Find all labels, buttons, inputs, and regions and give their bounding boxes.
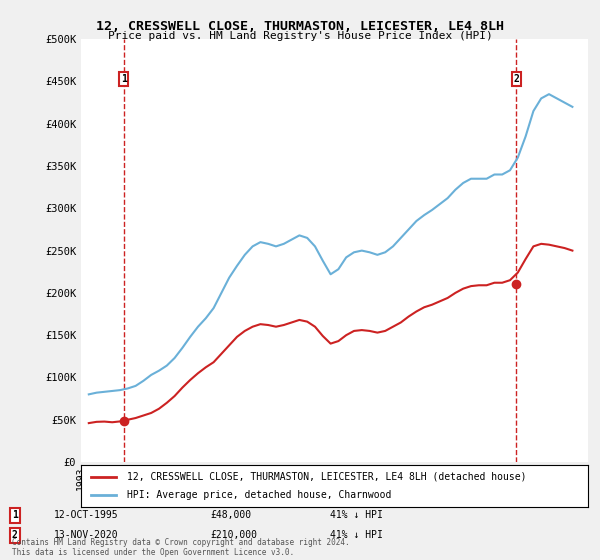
Text: HPI: Average price, detached house, Charnwood: HPI: Average price, detached house, Char… (127, 490, 391, 500)
Text: 12, CRESSWELL CLOSE, THURMASTON, LEICESTER, LE4 8LH: 12, CRESSWELL CLOSE, THURMASTON, LEICEST… (96, 20, 504, 32)
Text: 1: 1 (12, 510, 18, 520)
Text: 12-OCT-1995: 12-OCT-1995 (54, 510, 119, 520)
Text: 41% ↓ HPI: 41% ↓ HPI (330, 530, 383, 540)
Text: £48,000: £48,000 (210, 510, 251, 520)
Text: 13-NOV-2020: 13-NOV-2020 (54, 530, 119, 540)
Text: £210,000: £210,000 (210, 530, 257, 540)
Text: 2: 2 (12, 530, 18, 540)
Text: Price paid vs. HM Land Registry's House Price Index (HPI): Price paid vs. HM Land Registry's House … (107, 31, 493, 41)
Text: 41% ↓ HPI: 41% ↓ HPI (330, 510, 383, 520)
Text: Contains HM Land Registry data © Crown copyright and database right 2024.
This d: Contains HM Land Registry data © Crown c… (12, 538, 350, 557)
Text: 12, CRESSWELL CLOSE, THURMASTON, LEICESTER, LE4 8LH (detached house): 12, CRESSWELL CLOSE, THURMASTON, LEICEST… (127, 472, 526, 482)
Text: 2: 2 (514, 74, 520, 85)
Text: 1: 1 (121, 74, 127, 85)
